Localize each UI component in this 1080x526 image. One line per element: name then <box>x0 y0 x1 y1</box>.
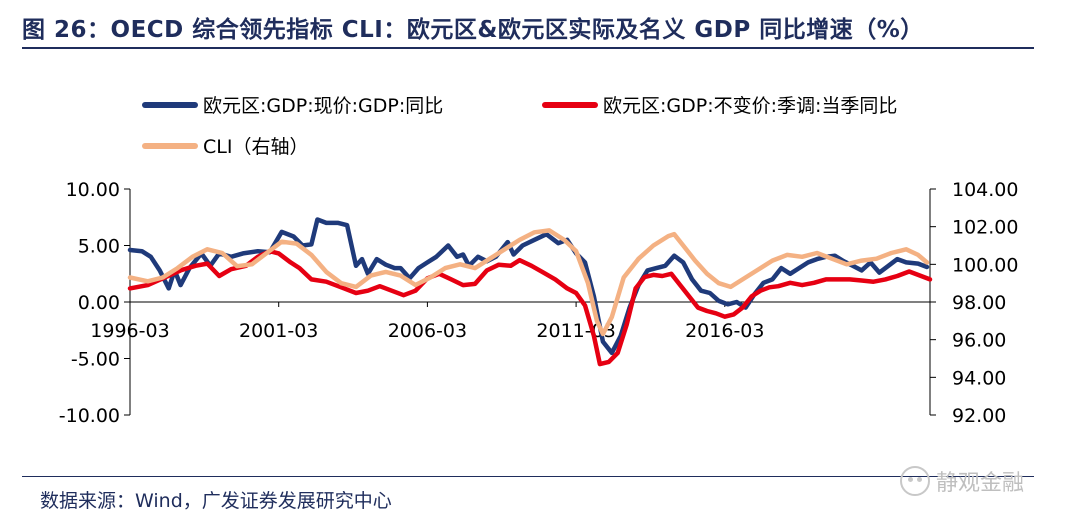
legend-label-2: 欧元区:GDP:不变价:季调:当季同比 <box>603 95 897 117</box>
x-tick-label: 1996-03 <box>90 320 169 342</box>
x-tick-label: 2006-03 <box>388 320 467 342</box>
right-tick-label: 102.00 <box>952 217 1018 239</box>
series-line-1 <box>127 217 930 356</box>
watermark: 静观金融 <box>900 465 1024 497</box>
title-rule <box>22 47 1034 49</box>
right-tick-label: 104.00 <box>952 179 1018 201</box>
chart-title: 图 26：OECD 综合领先指标 CLI：欧元区&欧元区实际及名义 GDP 同比… <box>22 17 924 43</box>
wechat-icon <box>900 466 930 496</box>
right-tick-label: 96.00 <box>952 330 1006 352</box>
right-tick-label: 92.00 <box>952 405 1006 427</box>
left-tick-label: 0.00 <box>78 292 120 314</box>
source-note: 数据来源：Wind，广发证券发展研究中心 <box>40 490 392 512</box>
right-tick-label: 98.00 <box>952 292 1006 314</box>
x-tick-label: 2001-03 <box>239 320 318 342</box>
right-tick-label: 100.00 <box>952 254 1018 276</box>
left-tick-label: -10.00 <box>59 405 120 427</box>
right-tick-label: 94.00 <box>952 367 1006 389</box>
watermark-text: 静观金融 <box>936 471 1025 496</box>
left-tick-label: 5.00 <box>78 236 120 258</box>
left-tick-label: 10.00 <box>66 179 120 201</box>
legend-label-1: 欧元区:GDP:现价:GDP:同比 <box>203 95 443 117</box>
footer-rule <box>22 476 1034 477</box>
series-line-3 <box>127 228 930 337</box>
legend-label-3: CLI（右轴） <box>203 136 308 158</box>
axes: 10.00 5.00 0.00 -5.00 -10.00 104.00 102.00 100.… <box>59 179 1019 427</box>
series-line-2 <box>127 248 933 367</box>
series-lines <box>127 217 933 367</box>
legend: 欧元区:GDP:现价:GDP:同比 欧元区:GDP:不变价:季调:当季同比 CLI（… <box>142 95 897 158</box>
left-tick-label: -5.00 <box>71 349 120 371</box>
x-tick-label: 2016-03 <box>685 320 764 342</box>
